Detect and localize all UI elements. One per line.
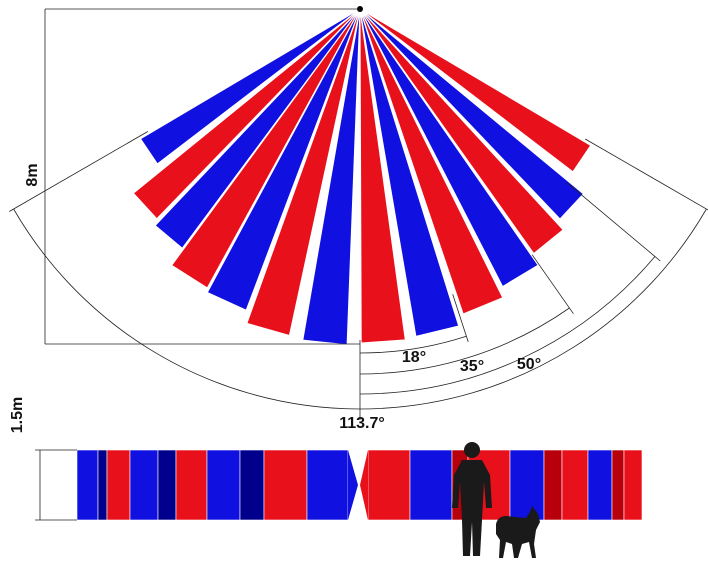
- side-zone: [206, 449, 241, 521]
- side-zone: [106, 449, 131, 521]
- fan-beam-red: [359, 8, 504, 315]
- angle-label-50: 50°: [517, 356, 541, 373]
- fan-beam-red: [359, 8, 592, 173]
- top-view-fan: 8m 18° 35° 50° 113.7°: [9, 6, 708, 432]
- dog-silhouette-icon: [496, 506, 540, 558]
- side-zone: [175, 449, 208, 521]
- side-zone: [623, 449, 643, 521]
- side-zone: [129, 449, 159, 521]
- fan-beam-blue: [139, 8, 361, 165]
- side-zone: [561, 449, 589, 521]
- side-zone: [263, 449, 308, 521]
- side-zone: [97, 449, 108, 521]
- side-zone: [367, 449, 411, 521]
- fan-beam-blue: [302, 8, 361, 346]
- fan-beam-blue: [359, 8, 460, 337]
- fan-beam-blue: [359, 8, 539, 288]
- side-zone: [611, 449, 625, 521]
- fan-beam-red: [359, 8, 406, 344]
- side-zone: [587, 449, 613, 521]
- angle-label-35: 35°: [460, 358, 484, 375]
- height-label-1-5m: 1.5m: [9, 397, 26, 433]
- angle-label-113-7: 113.7°: [339, 415, 385, 432]
- side-zone: [306, 449, 349, 521]
- side-zone-wedge: [348, 450, 358, 520]
- side-zone: [509, 449, 545, 521]
- side-zone: [409, 449, 453, 521]
- fan-beam-blue: [154, 8, 361, 249]
- fan-beam-red: [132, 8, 361, 220]
- side-view-zones: 1.5m: [9, 397, 643, 558]
- side-zone: [543, 449, 563, 521]
- fan-beam-blue: [206, 8, 361, 311]
- fan-beam-red: [170, 8, 361, 289]
- side-zone: [239, 449, 265, 521]
- angle-label-18: 18°: [402, 349, 426, 366]
- side-zone: [157, 449, 177, 521]
- height-label-8m: 8m: [24, 163, 41, 186]
- side-zone-wedge: [360, 450, 368, 520]
- fan-beam-red: [246, 8, 361, 337]
- fan-beam-blue: [359, 8, 585, 220]
- fan-beam-red: [359, 8, 564, 255]
- person-silhouette-icon: [452, 442, 492, 556]
- side-zone: [76, 449, 99, 521]
